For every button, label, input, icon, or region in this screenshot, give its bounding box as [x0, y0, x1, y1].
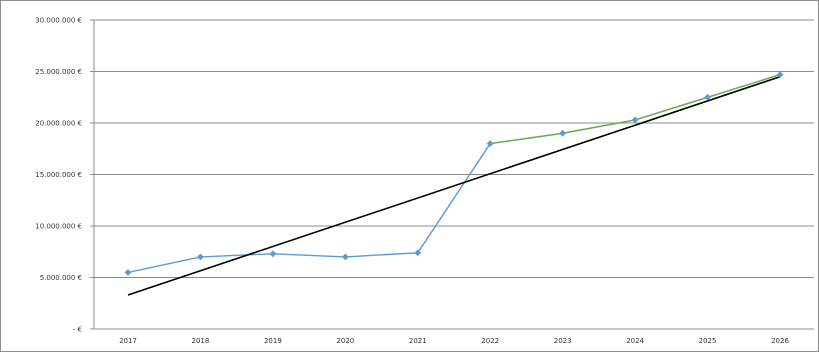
data-point-marker [341, 253, 349, 261]
x-tick-label: 2024 [626, 337, 644, 345]
y-tick-label: - € [73, 326, 82, 334]
y-tick-label: 25.000.000 € [35, 68, 82, 76]
y-tick-label: 10.000.000 € [35, 223, 82, 231]
data-point-marker [559, 129, 567, 137]
x-tick-label: 2022 [481, 337, 499, 345]
x-tick-label: 2019 [264, 337, 282, 345]
y-axis-tick-labels: - € 5.000.000 € 10.000.000 € 15.000.000 € 20… [35, 17, 82, 334]
data-point-marker [269, 250, 277, 258]
x-tick-label: 2023 [554, 337, 572, 345]
y-tick-label: 30.000.000 € [35, 17, 82, 25]
y-tick-label: 5.000.000 € [40, 274, 82, 282]
x-tick-label: 2021 [409, 337, 427, 345]
data-point-marker [486, 140, 494, 147]
data-point-marker [704, 93, 711, 101]
gridlines [90, 19, 814, 330]
x-tick-label: 2025 [699, 337, 717, 345]
x-tick-label: 2026 [771, 337, 789, 345]
y-tick-label: 20.000.000 € [35, 120, 82, 128]
y-tick-label: 15.000.000 € [35, 171, 82, 179]
data-point-marker [197, 253, 204, 261]
series-line-actual [127, 73, 781, 274]
series-markers [124, 71, 784, 276]
series-line-trend [127, 75, 781, 296]
data-point-marker [414, 249, 422, 257]
data-point-marker [776, 71, 784, 78]
x-tick-label: 2018 [192, 337, 210, 345]
x-tick-label: 2020 [336, 337, 354, 345]
series-lines [127, 73, 781, 296]
x-tick-label: 2017 [119, 337, 137, 345]
series-line-forecast [490, 73, 781, 145]
data-point-marker [124, 268, 132, 276]
data-point-marker [631, 116, 639, 124]
x-axis-tick-labels: 2017 2018 2019 2020 2021 2022 2023 2024 2025 2026 [119, 337, 789, 345]
